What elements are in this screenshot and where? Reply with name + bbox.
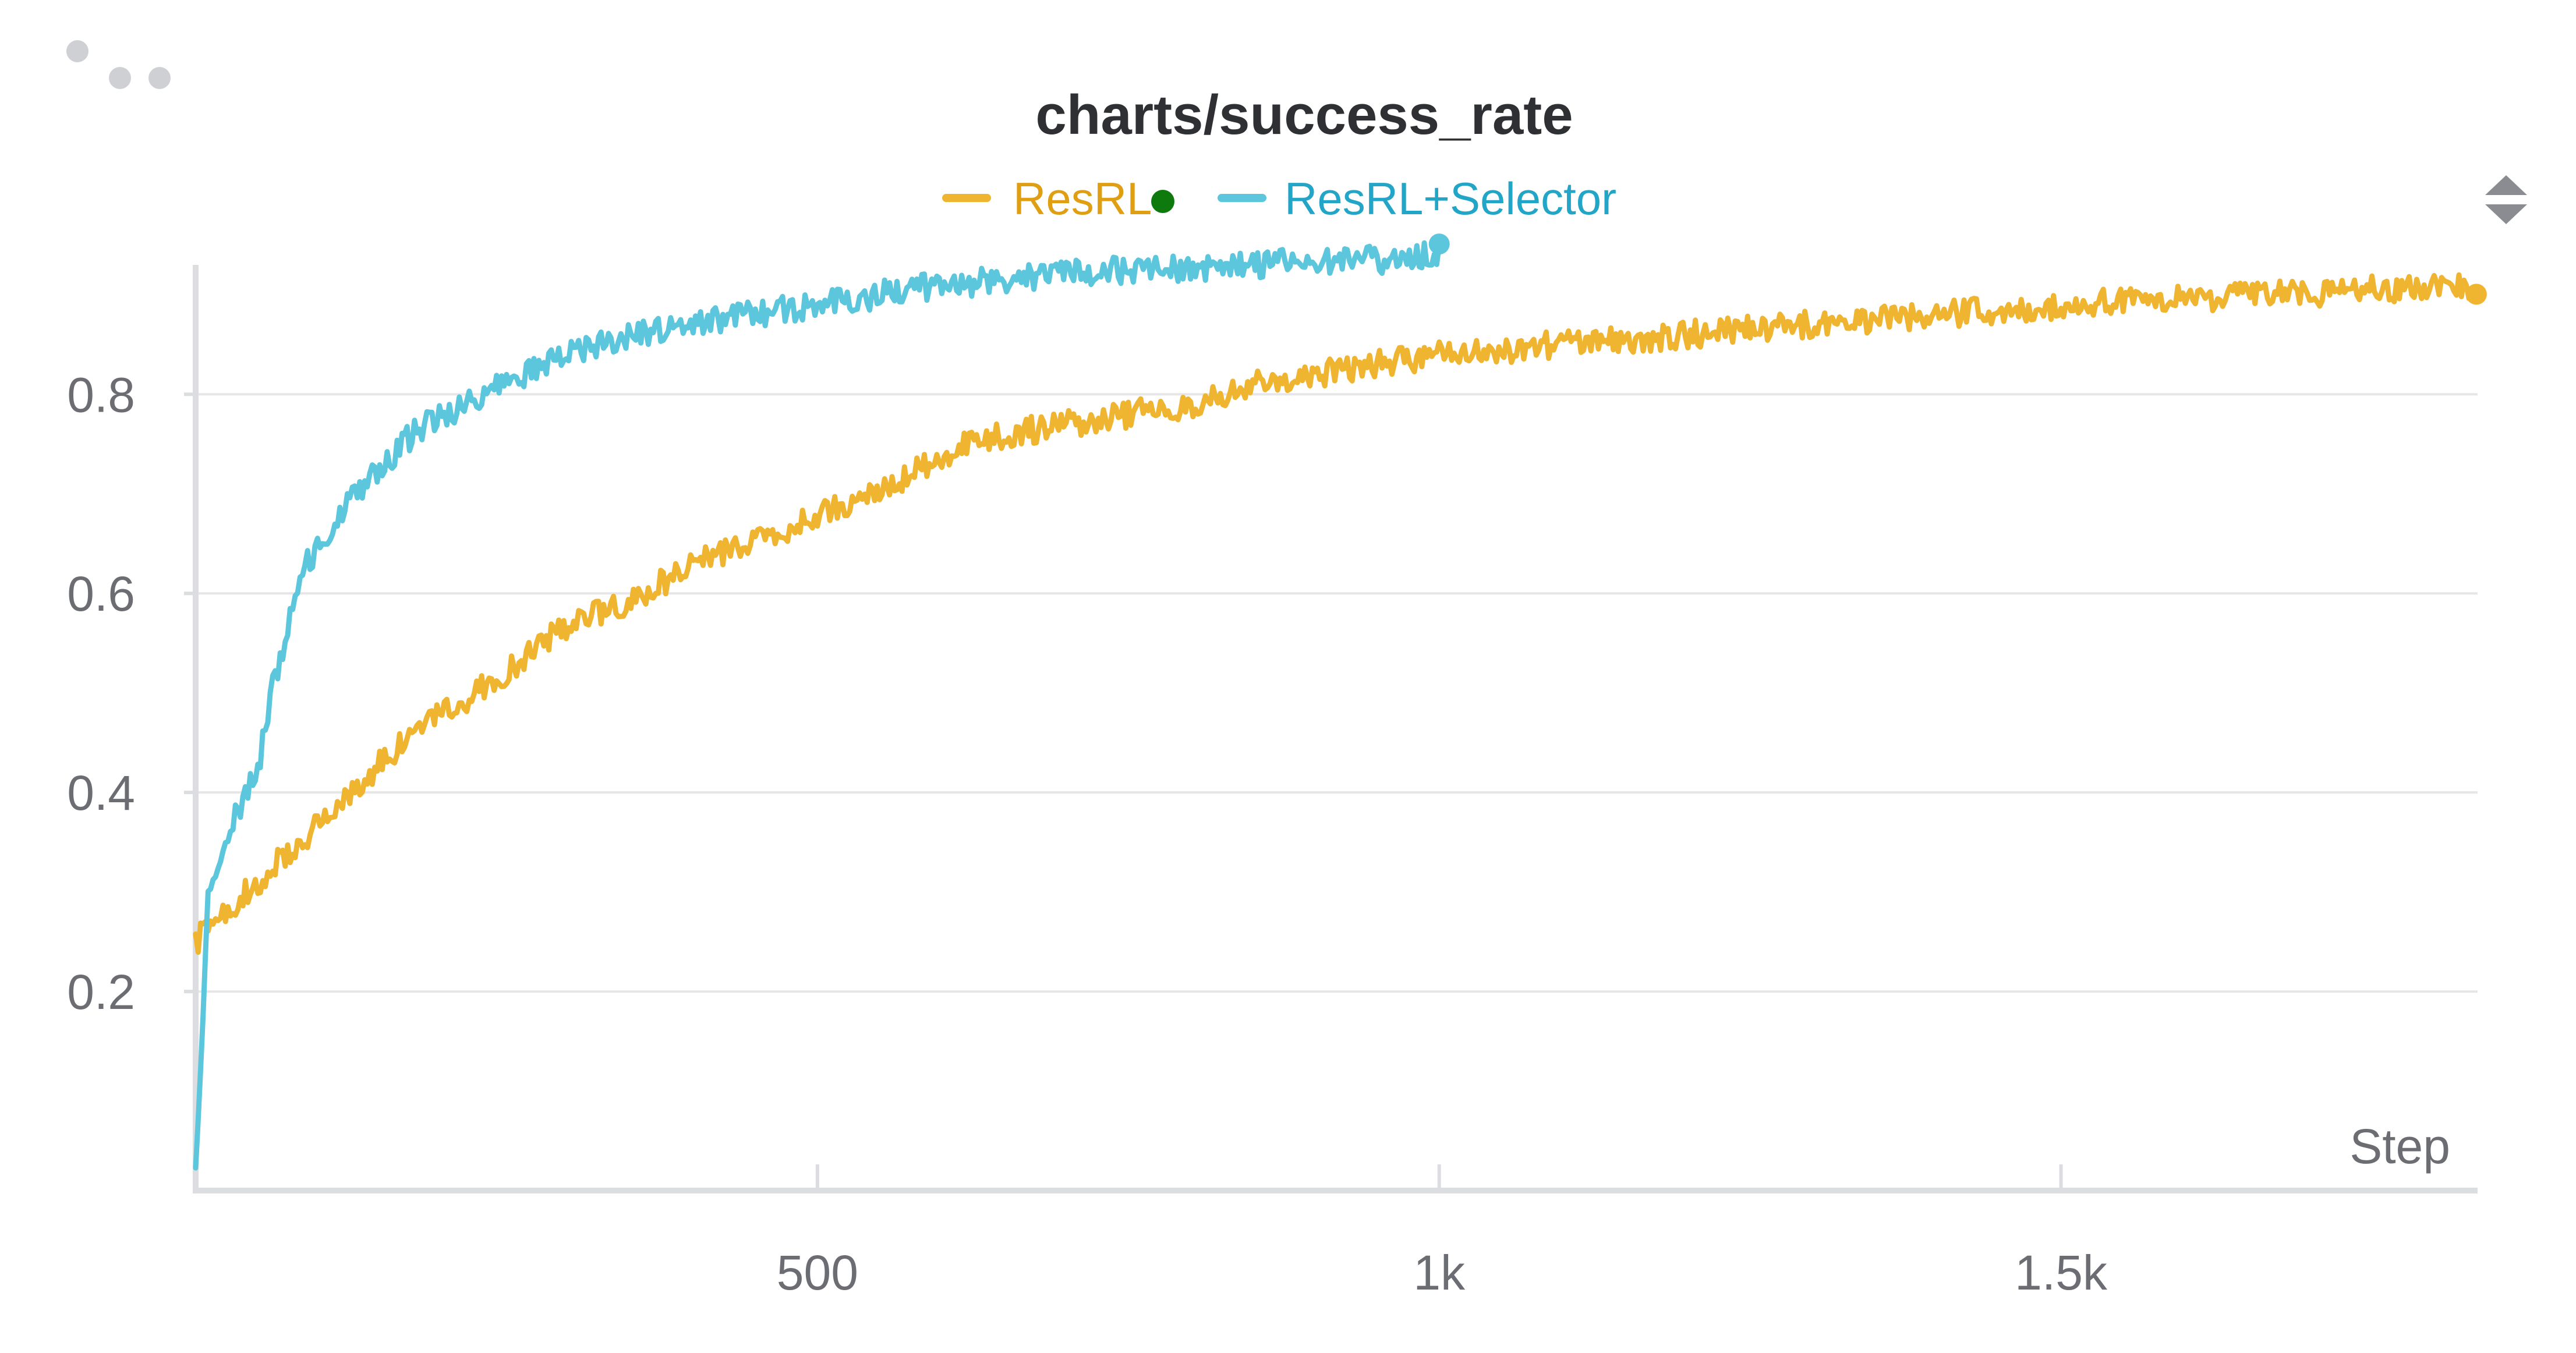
series-end-point bbox=[1428, 233, 1450, 255]
menu-dot bbox=[148, 67, 171, 89]
legend-label-resrl: ResRL bbox=[1013, 173, 1152, 224]
series-line-resrl-selector bbox=[193, 240, 1442, 1171]
y-tick-label: 0.2 bbox=[67, 965, 135, 1019]
menu-dot bbox=[66, 40, 89, 62]
y-tick-label: 0.8 bbox=[67, 367, 135, 422]
sort-down-arrow bbox=[2485, 204, 2527, 224]
y-tick-label: 0.6 bbox=[67, 566, 135, 621]
grid-lines bbox=[196, 393, 2478, 993]
sort-up-arrow bbox=[2485, 175, 2527, 195]
series-lines bbox=[193, 233, 2487, 1171]
status-dot-icon bbox=[1151, 190, 1174, 213]
x-tick-label: 1.5k bbox=[2015, 1245, 2108, 1300]
legend-item-resrl[interactable]: ResRL bbox=[942, 173, 1174, 224]
y-tick-label: 0.4 bbox=[67, 766, 135, 820]
legend-item-resrl-selector[interactable]: ResRL+Selector bbox=[1218, 173, 1616, 224]
sort-arrows-icon[interactable] bbox=[2485, 175, 2527, 224]
legend: ResRL ResRL+Selector bbox=[942, 173, 1616, 224]
axis-ticks: 0.2 0.4 0.6 0.8 500 1k 1.5k bbox=[67, 367, 2108, 1300]
x-tick-label: 1k bbox=[1413, 1245, 1466, 1300]
more-dots-icon[interactable] bbox=[66, 40, 171, 89]
series-end-point bbox=[2465, 284, 2487, 305]
chart-title: charts/success_rate bbox=[1035, 84, 1573, 146]
x-axis-title: Step bbox=[2349, 1119, 2450, 1174]
series-line-resrl bbox=[193, 272, 2479, 955]
menu-dot bbox=[109, 67, 131, 89]
legend-label-resrl-selector: ResRL+Selector bbox=[1285, 173, 1616, 224]
x-tick-label: 500 bbox=[777, 1245, 858, 1300]
